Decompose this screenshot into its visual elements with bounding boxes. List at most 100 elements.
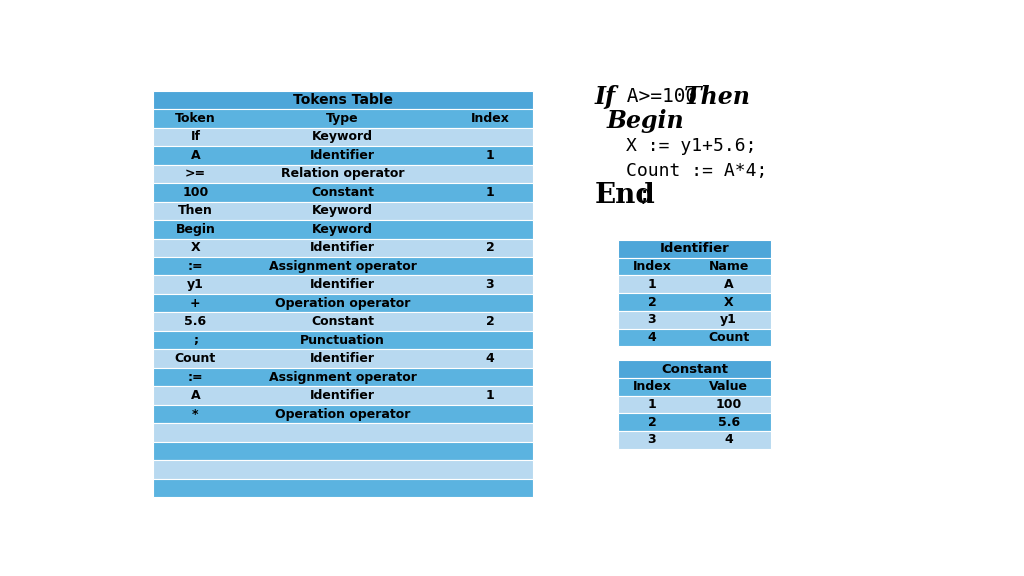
- Text: Constant: Constant: [662, 362, 728, 376]
- Text: 100: 100: [716, 398, 741, 411]
- Text: y1: y1: [720, 313, 737, 326]
- Text: 4: 4: [647, 331, 656, 344]
- Text: *: *: [193, 408, 199, 420]
- Text: A: A: [190, 389, 201, 402]
- Text: Then: Then: [178, 204, 213, 217]
- Bar: [153, 479, 532, 497]
- Text: Keyword: Keyword: [312, 130, 373, 143]
- Text: Token: Token: [175, 112, 216, 125]
- Bar: [153, 257, 532, 275]
- Text: A>=100: A>=100: [614, 88, 709, 107]
- Text: Index: Index: [633, 380, 672, 393]
- Text: Operation operator: Operation operator: [275, 297, 411, 310]
- Text: +: +: [190, 297, 201, 310]
- Bar: [153, 405, 532, 423]
- Text: X: X: [724, 295, 733, 309]
- Text: If: If: [190, 130, 201, 143]
- Text: ;: ;: [638, 185, 651, 206]
- Text: 2: 2: [647, 416, 656, 429]
- Text: 2: 2: [485, 241, 495, 254]
- Bar: [153, 165, 532, 183]
- Text: 100: 100: [182, 186, 209, 199]
- Text: 3: 3: [485, 278, 495, 291]
- Text: Count := A*4;: Count := A*4;: [626, 162, 767, 180]
- Text: 2: 2: [485, 315, 495, 328]
- Text: Identifier: Identifier: [310, 352, 375, 365]
- Text: Assignment operator: Assignment operator: [268, 370, 417, 384]
- Bar: [617, 396, 771, 414]
- Bar: [153, 350, 532, 368]
- Text: 4: 4: [724, 433, 733, 446]
- Text: A: A: [190, 149, 201, 162]
- Bar: [153, 312, 532, 331]
- Bar: [153, 386, 532, 405]
- Text: Identifier: Identifier: [659, 242, 729, 255]
- Text: Identifier: Identifier: [310, 241, 375, 254]
- Text: Identifier: Identifier: [310, 278, 375, 291]
- Bar: [153, 460, 532, 479]
- Bar: [153, 90, 532, 109]
- Text: Assignment operator: Assignment operator: [268, 260, 417, 273]
- Bar: [153, 146, 532, 165]
- Text: Index: Index: [633, 260, 672, 273]
- Bar: [153, 238, 532, 257]
- Text: 1: 1: [485, 149, 495, 162]
- Bar: [617, 258, 771, 275]
- Text: Begin: Begin: [607, 109, 685, 134]
- Bar: [617, 431, 771, 449]
- Text: 3: 3: [647, 313, 656, 326]
- Text: Keyword: Keyword: [312, 223, 373, 236]
- Text: Tokens Table: Tokens Table: [293, 93, 392, 107]
- Text: A: A: [724, 278, 733, 291]
- Text: Constant: Constant: [311, 315, 374, 328]
- Bar: [153, 220, 532, 238]
- Bar: [153, 368, 532, 386]
- Text: Index: Index: [470, 112, 509, 125]
- Bar: [617, 329, 771, 346]
- Text: X := y1+5.6;: X := y1+5.6;: [626, 137, 756, 155]
- Text: 1: 1: [485, 389, 495, 402]
- Bar: [153, 331, 532, 350]
- Text: ;: ;: [193, 334, 198, 347]
- Bar: [153, 202, 532, 220]
- Text: Operation operator: Operation operator: [275, 408, 411, 420]
- Bar: [153, 109, 532, 128]
- Text: Relation operator: Relation operator: [281, 168, 404, 180]
- Text: End: End: [595, 182, 655, 209]
- Bar: [153, 423, 532, 442]
- Text: 5.6: 5.6: [718, 416, 739, 429]
- Text: Identifier: Identifier: [310, 389, 375, 402]
- Text: 1: 1: [647, 278, 656, 291]
- Bar: [617, 293, 771, 311]
- Bar: [153, 128, 532, 146]
- Text: X: X: [190, 241, 201, 254]
- Text: :=: :=: [187, 260, 203, 273]
- Text: :=: :=: [187, 370, 203, 384]
- Bar: [617, 360, 771, 378]
- Text: y1: y1: [187, 278, 204, 291]
- Text: Constant: Constant: [311, 186, 374, 199]
- Text: 1: 1: [485, 186, 495, 199]
- Bar: [153, 183, 532, 202]
- Text: Count: Count: [708, 331, 750, 344]
- Text: Count: Count: [175, 352, 216, 365]
- Text: 5.6: 5.6: [184, 315, 207, 328]
- Text: 3: 3: [647, 433, 656, 446]
- Bar: [617, 311, 771, 329]
- Text: Identifier: Identifier: [310, 149, 375, 162]
- Text: Value: Value: [710, 380, 749, 393]
- Text: 2: 2: [647, 295, 656, 309]
- Bar: [153, 442, 532, 460]
- Bar: [153, 294, 532, 312]
- Bar: [617, 275, 771, 293]
- Text: 4: 4: [485, 352, 495, 365]
- Text: Keyword: Keyword: [312, 204, 373, 217]
- Bar: [617, 378, 771, 396]
- Bar: [153, 275, 532, 294]
- Text: If: If: [595, 85, 615, 109]
- Text: 1: 1: [647, 398, 656, 411]
- Text: Punctuation: Punctuation: [300, 334, 385, 347]
- Text: Then: Then: [684, 85, 751, 109]
- Text: Type: Type: [327, 112, 359, 125]
- Text: Begin: Begin: [175, 223, 215, 236]
